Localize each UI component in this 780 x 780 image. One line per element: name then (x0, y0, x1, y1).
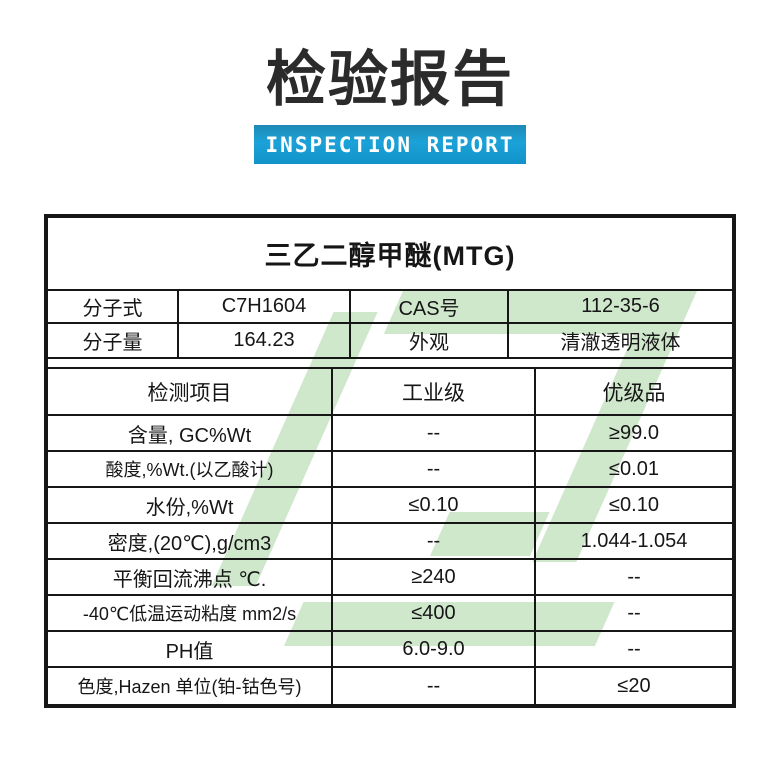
info-value-molweight: 164.23 (179, 324, 351, 357)
spec-item: -40℃低温运动粘度 mm2/s (48, 596, 333, 632)
info-label-formula: 分子式 (48, 291, 179, 324)
spec-col-header-industrial: 工业级 (333, 369, 536, 416)
spec-item: 含量, GC%Wt (48, 416, 333, 452)
product-title: 三乙二醇甲醚(MTG) (48, 218, 732, 291)
info-value-appearance: 清澈透明液体 (560, 332, 681, 354)
info-label-molweight: 分子量 (48, 324, 179, 357)
spec-value: -- (333, 416, 536, 452)
spec-value: ≤20 (617, 674, 651, 697)
spec-item: 密度,(20℃),g/cm3 (48, 524, 333, 560)
page-title: 检验报告 (266, 46, 514, 113)
spec-item: PH值 (48, 632, 333, 668)
spec-grid: 检测项目 工业级 优级品 含量, GC%Wt -- ≥99.0 酸度,%Wt.(… (48, 367, 732, 704)
spec-item: 水份,%Wt (48, 488, 333, 524)
spec-item: 酸度,%Wt.(以乙酸计) (48, 452, 333, 488)
watermark-left-piece (211, 312, 378, 586)
product-info-grid: 分子式 C7H1604 CAS号 112-35-6 分子量 164.23 外观 … (48, 291, 732, 359)
info-value-formula: C7H1604 (179, 291, 351, 324)
spec-item: 色度,Hazen 单位(铂-钴色号) (48, 668, 333, 704)
spec-value: ≥240 (333, 560, 536, 596)
section-divider-gap (48, 359, 732, 367)
spec-value: 6.0-9.0 (333, 632, 536, 668)
banner-label: INSPECTION REPORT (265, 132, 515, 157)
watermark-top-piece (383, 290, 698, 562)
info-label-cas: CAS号 (351, 291, 509, 324)
info-label-appearance: 外观 (351, 324, 509, 357)
info-value-cas: 112-35-6 (509, 291, 732, 324)
spec-value: -- (333, 524, 536, 560)
spec-value: ≤0.10 (333, 488, 536, 524)
spec-value: -- (333, 452, 536, 488)
spec-value: -- (536, 560, 732, 596)
report-table-wrap: 三乙二醇甲醚(MTG) 分子式 C7H1604 CAS号 112-35-6 分子… (44, 214, 736, 708)
spec-value: ≤400 (333, 596, 536, 632)
spec-value: ≥99.0 (536, 416, 732, 452)
inspection-report-banner: INSPECTION REPORT (254, 125, 526, 164)
spec-col-header-premium: 优级品 (536, 369, 732, 416)
report-table: 三乙二醇甲醚(MTG) 分子式 C7H1604 CAS号 112-35-6 分子… (44, 214, 736, 708)
spec-value: 1.044-1.054 (536, 524, 732, 560)
spec-value: -- (536, 632, 732, 668)
spec-value: ≤0.01 (536, 452, 732, 488)
watermark-bottom-piece (283, 602, 615, 646)
spec-col-header-item: 检测项目 (48, 369, 333, 416)
spec-value: -- (536, 596, 732, 632)
spec-value: ≤0.10 (536, 488, 732, 524)
spec-item: 平衡回流沸点 ℃. (48, 560, 333, 596)
spec-value: -- (333, 668, 536, 704)
